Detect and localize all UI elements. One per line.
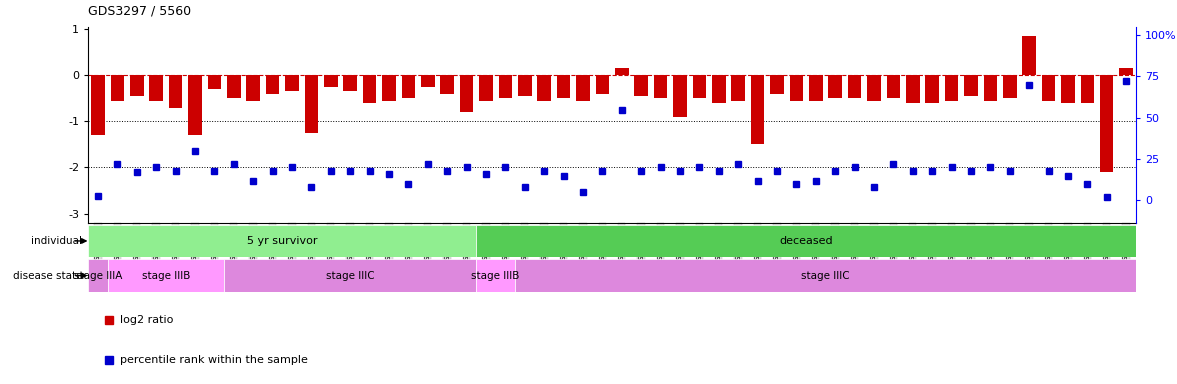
- Text: percentile rank within the sample: percentile rank within the sample: [120, 355, 307, 365]
- Text: deceased: deceased: [779, 236, 833, 246]
- Bar: [421, 75, 434, 87]
- Bar: [477, 225, 1136, 257]
- Bar: [107, 259, 224, 292]
- Bar: [1062, 75, 1075, 103]
- Bar: [790, 75, 803, 101]
- Bar: [207, 75, 221, 89]
- Bar: [538, 75, 551, 101]
- Bar: [285, 75, 299, 91]
- Bar: [925, 75, 939, 103]
- Text: log2 ratio: log2 ratio: [120, 314, 173, 325]
- Text: stage IIIA: stage IIIA: [74, 270, 122, 281]
- Text: GDS3297 / 5560: GDS3297 / 5560: [88, 4, 192, 17]
- Text: 5 yr survivor: 5 yr survivor: [247, 236, 318, 246]
- Bar: [770, 75, 784, 94]
- Bar: [867, 75, 880, 101]
- Bar: [129, 75, 144, 96]
- Bar: [149, 75, 162, 101]
- Text: stage IIIB: stage IIIB: [472, 270, 520, 281]
- Bar: [188, 75, 201, 135]
- Bar: [964, 75, 978, 96]
- Bar: [499, 75, 512, 98]
- Bar: [1042, 75, 1056, 101]
- Bar: [731, 75, 745, 101]
- Bar: [305, 75, 318, 133]
- Bar: [829, 75, 842, 98]
- Bar: [596, 75, 610, 94]
- Bar: [479, 75, 493, 101]
- Bar: [516, 259, 1136, 292]
- Bar: [440, 75, 454, 94]
- Bar: [614, 68, 629, 75]
- Bar: [91, 75, 105, 135]
- Bar: [692, 75, 706, 98]
- Bar: [88, 259, 107, 292]
- Bar: [363, 75, 377, 103]
- Bar: [1100, 75, 1113, 172]
- Bar: [673, 75, 686, 117]
- Bar: [111, 75, 124, 101]
- Bar: [809, 75, 823, 101]
- Bar: [324, 75, 338, 87]
- Bar: [577, 75, 590, 101]
- Bar: [518, 75, 532, 96]
- Bar: [168, 75, 182, 108]
- Bar: [557, 75, 571, 98]
- Bar: [751, 75, 764, 144]
- Text: individual: individual: [32, 236, 82, 246]
- Text: disease state: disease state: [13, 270, 82, 281]
- Bar: [477, 259, 516, 292]
- Bar: [906, 75, 919, 103]
- Bar: [1023, 36, 1036, 75]
- Bar: [266, 75, 279, 94]
- Bar: [653, 75, 667, 98]
- Bar: [383, 75, 395, 101]
- Bar: [847, 75, 862, 98]
- Bar: [1080, 75, 1095, 103]
- Bar: [712, 75, 725, 103]
- Bar: [246, 75, 260, 101]
- Bar: [460, 75, 473, 112]
- Bar: [344, 75, 357, 91]
- Bar: [224, 259, 477, 292]
- Bar: [945, 75, 958, 101]
- Text: stage IIIC: stage IIIC: [326, 270, 374, 281]
- Bar: [401, 75, 415, 98]
- Text: stage IIIC: stage IIIC: [802, 270, 850, 281]
- Text: stage IIIB: stage IIIB: [141, 270, 189, 281]
- Bar: [984, 75, 997, 101]
- Bar: [1003, 75, 1017, 98]
- Bar: [1119, 68, 1133, 75]
- Bar: [634, 75, 647, 96]
- Bar: [227, 75, 240, 98]
- Bar: [886, 75, 900, 98]
- Bar: [88, 225, 477, 257]
